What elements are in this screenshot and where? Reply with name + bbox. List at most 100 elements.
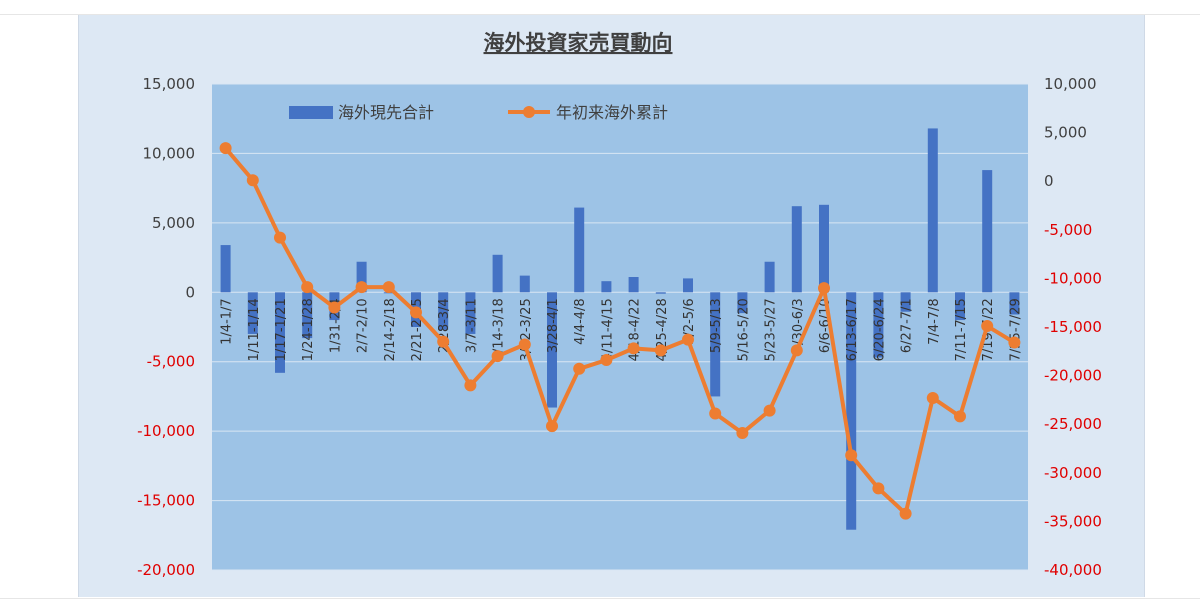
line-point	[981, 320, 994, 333]
y-axis-right: 10,000 5,000 0 -5,000 -10,000 -15,000 -20,000 -…	[1044, 75, 1102, 579]
bar	[873, 292, 884, 358]
legend: 海外現先合計 年初来海外累計	[289, 103, 668, 122]
x-tick-label: 5/16-5/20	[736, 298, 751, 361]
y-left-tick-label: -15,000	[137, 492, 195, 510]
bar	[492, 254, 503, 293]
line-point	[654, 344, 667, 357]
line-point	[382, 281, 395, 294]
y-right-tick-label: 0	[1044, 172, 1054, 190]
line-point	[274, 231, 286, 244]
line-point	[818, 282, 830, 295]
y-left-tick-label: -5,000	[147, 353, 195, 371]
y-right-tick-label: 5,000	[1044, 124, 1087, 142]
bar	[982, 170, 993, 293]
x-tick-label: 6/13-6/17	[845, 298, 860, 361]
line-point	[328, 301, 341, 314]
y-right-tick-label: -40,000	[1044, 561, 1102, 579]
y-axis-left: 15,000 10,000 5,000 0 -5,000 -10,000 -15,000 -2…	[137, 75, 195, 579]
line-point	[845, 449, 858, 462]
line-point	[600, 354, 613, 367]
x-tick-label: 6/20-6/24	[872, 298, 887, 361]
line-point	[573, 362, 586, 375]
x-tick-label: 5/23-5/27	[764, 298, 779, 361]
line-point	[926, 391, 939, 404]
y-left-tick-label: 15,000	[143, 75, 196, 93]
bar	[465, 292, 476, 334]
legend-line-label: 年初来海外累計	[556, 103, 668, 122]
x-tick-label: 1/4-1/7	[220, 298, 235, 345]
x-tick-label: 3/14-3/18	[492, 298, 507, 361]
chart-title: 海外投資家売買動向	[484, 31, 673, 55]
line-point	[464, 379, 477, 392]
line-point	[437, 335, 450, 348]
line-point	[246, 174, 259, 187]
plot-area	[212, 84, 1028, 570]
line-point	[546, 420, 558, 433]
bar	[275, 292, 285, 373]
page-border-top	[0, 14, 1200, 15]
x-tick-label: 2/7-2/10	[356, 298, 371, 353]
line-point	[627, 342, 640, 355]
legend-bar-swatch	[289, 106, 333, 119]
bar	[927, 128, 938, 293]
line-point	[790, 344, 803, 357]
x-tick-label: 1/17-1/21	[274, 298, 289, 361]
bar	[356, 261, 367, 293]
x-tick-label: 3/28-4/1	[546, 298, 561, 353]
y-left-tick-label: -20,000	[137, 561, 195, 579]
y-left-tick-label: 0	[185, 283, 195, 301]
legend-line-marker	[523, 106, 535, 118]
line-point	[736, 426, 749, 439]
x-tick-label: 7/25-7/29	[1008, 298, 1023, 361]
x-tick-label: 7/4-7/8	[927, 298, 942, 345]
y-right-tick-label: -25,000	[1044, 415, 1102, 433]
y-right-tick-label: -15,000	[1044, 318, 1102, 336]
bar	[438, 292, 449, 330]
page-border-bottom	[0, 598, 1200, 599]
line-point	[954, 410, 966, 423]
x-tick-label: 3/7-3/11	[464, 298, 479, 353]
bar	[683, 278, 693, 293]
y-right-tick-label: -35,000	[1044, 512, 1102, 530]
bar	[1009, 292, 1020, 315]
y-left-tick-label: -10,000	[137, 422, 195, 440]
bar	[737, 292, 748, 314]
bar	[819, 204, 829, 293]
x-tick-label: 4/11-4/15	[600, 298, 615, 361]
x-tick-label: 5/2-5/6	[682, 298, 697, 345]
bar	[574, 207, 585, 293]
bar	[955, 292, 965, 321]
bar	[764, 261, 775, 293]
bar	[547, 292, 557, 408]
bar	[247, 292, 258, 334]
x-tick-label: 1/24-1/28	[301, 298, 316, 361]
x-tick-label: 1/11-1/14	[247, 298, 262, 361]
bar	[628, 277, 639, 293]
bar	[655, 292, 666, 294]
y-right-tick-label: 10,000	[1044, 75, 1097, 93]
line-point	[355, 281, 368, 294]
bar	[220, 245, 231, 293]
line-point	[763, 404, 776, 417]
bar	[519, 275, 530, 293]
line-point	[1008, 336, 1021, 349]
y-right-tick-label: -30,000	[1044, 464, 1102, 482]
y-right-tick-label: -20,000	[1044, 367, 1102, 385]
line-point	[301, 281, 314, 294]
x-tick-label: 6/27-7/1	[900, 298, 915, 353]
legend-bar-label: 海外現先合計	[338, 103, 434, 122]
x-tick-label: 2/14-2/18	[383, 298, 398, 361]
bar	[302, 292, 313, 339]
bar	[710, 292, 721, 397]
bar	[601, 281, 612, 293]
y-right-tick-label: -10,000	[1044, 269, 1102, 287]
line-point	[709, 407, 722, 420]
line-point	[872, 482, 885, 495]
bar-series	[220, 128, 1020, 530]
line-series	[219, 142, 1021, 520]
line-point	[682, 333, 694, 346]
line-point	[491, 350, 504, 363]
y-left-tick-label: 5,000	[152, 214, 195, 232]
y-left-tick-label: 10,000	[143, 144, 196, 162]
